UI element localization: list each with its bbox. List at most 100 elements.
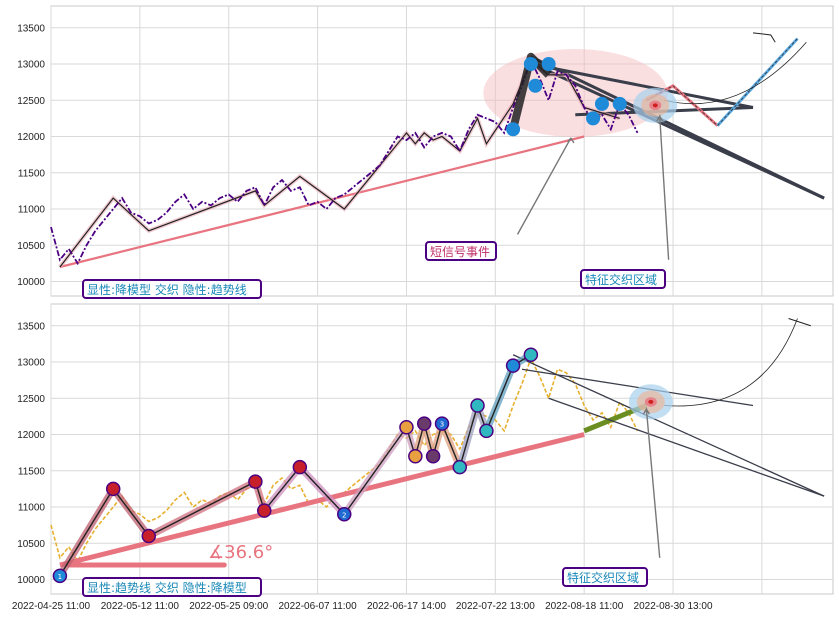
bottom-forecast-curve [664, 318, 798, 407]
xtick-7: 2022-08-30 13:00 [634, 601, 713, 612]
top-event-point-2 [528, 78, 543, 93]
pivot-marker-8 [408, 449, 423, 464]
pivot-dot-1 [105, 481, 121, 497]
bottom-panel: 10000 10500 11000 11500 12000 12500 13000 13500… [12, 303, 834, 612]
pivot-dot-12 [452, 459, 468, 475]
top-thick-segment [509, 52, 552, 131]
top-ytick-3: 11500 [18, 168, 46, 179]
xtick-1: 2022-05-12 11:00 [101, 601, 180, 612]
top-ytick-2: 11000 [18, 205, 46, 216]
pivot-marker-6: 2 [337, 507, 352, 522]
bottom-trendline [59, 432, 585, 568]
top-legend-text: 显性:降模型 交织 隐性:趋势线 [87, 282, 247, 297]
bottom-zone-arrow [642, 406, 661, 558]
pivot-dot-14 [479, 423, 494, 439]
pivot-marker-4 [257, 503, 272, 518]
pivot-dot-3 [248, 474, 263, 489]
top-ytick-4: 12000 [17, 132, 45, 143]
event-label-text: 短信号事件 [430, 245, 490, 259]
bottom-legend-box: 显性:趋势线 交织 隐性:降模型 [82, 577, 262, 597]
pivot-marker-0: 1 [52, 568, 68, 584]
bottom-ytick-6: 13000 [17, 358, 45, 369]
top-zone-label-text: 特征交织区域 [585, 272, 657, 287]
xtick-3: 2022-06-07 11:00 [278, 601, 357, 612]
pivot-marker-11: 3 [434, 416, 450, 431]
pivot-dot-15 [505, 358, 521, 373]
pivot-marker-7 [399, 420, 414, 435]
pivot-marker-12 [452, 459, 468, 475]
bottom-converging-line-0 [512, 354, 825, 497]
pivot-marker-10 [425, 449, 441, 464]
pivot-marker-5 [292, 459, 308, 475]
pivot-dot-7 [399, 420, 414, 435]
top-zone-arrow [656, 113, 670, 260]
bottom-ytick-2: 11000 [18, 503, 46, 514]
bottom-y-ticks: 10000 10500 11000 11500 12000 12500 13000 13500 [17, 321, 45, 586]
top-ytick-0: 10000 [17, 277, 45, 288]
pivot-dot-4 [257, 503, 272, 518]
event-arrow [516, 137, 575, 235]
top-ytick-5: 12500 [17, 96, 45, 107]
xtick-6: 2022-08-18 11:00 [545, 601, 624, 612]
pivot-number-0: 1 [58, 573, 62, 581]
pivot-dot-2 [141, 528, 156, 544]
pivot-dot-13 [470, 398, 485, 413]
angle-label: ∡36.6° [208, 542, 273, 563]
xtick-0: 2022-04-25 11:00 [12, 601, 91, 612]
top-legend-box: 显性:降模型 交织 隐性:趋势线 [82, 279, 262, 299]
pivot-dot-10 [425, 449, 441, 464]
bottom-ytick-0: 10000 [17, 575, 45, 586]
pivot-dot-9 [416, 416, 432, 431]
top-y-ticks: 10000 10500 11000 11500 12000 12500 13000 13500 [17, 23, 45, 288]
pivot-marker-3 [248, 474, 263, 489]
bottom-zone-label-text: 特征交织区域 [567, 570, 639, 585]
pivot-dot-16 [523, 347, 539, 362]
top-ytick-6: 13000 [17, 60, 45, 71]
top-trendline [59, 135, 585, 269]
top-forecast-curve [664, 41, 807, 105]
top-ytick-1: 10500 [17, 241, 45, 252]
pivot-dot-5 [292, 459, 308, 475]
bottom-ytick-3: 11500 [18, 466, 46, 477]
bottom-ytick-4: 12000 [17, 430, 45, 441]
pivot-marker-16 [523, 347, 539, 362]
event-label-box: 短信号事件 [425, 241, 497, 261]
pivot-marker-9 [416, 416, 432, 431]
top-zone-label-box: 特征交织区域 [580, 269, 666, 289]
bottom-series: 1 2 3 [50, 318, 825, 584]
pivot-marker-15 [505, 358, 521, 373]
bottom-ytick-1: 10500 [17, 539, 45, 550]
bottom-legend-text: 显性:趋势线 交织 隐性:降模型 [87, 580, 247, 595]
bottom-zone-label-box: 特征交织区域 [562, 567, 648, 587]
bottom-plot-area [50, 303, 834, 595]
top-converging-line-1 [530, 62, 754, 109]
pivot-dot-0 [52, 568, 68, 584]
bottom-interlace-ring-3 [648, 399, 654, 404]
pivot-dot-8 [408, 449, 423, 464]
bottom-ytick-5: 12500 [17, 394, 45, 405]
xtick-4: 2022-06-17 14:00 [367, 601, 446, 612]
pivot-marker-1 [105, 481, 121, 497]
pivot-dot-11 [434, 416, 450, 431]
top-event-point-6 [612, 96, 627, 111]
top-event-point-0 [506, 122, 521, 137]
pivot-marker-14 [479, 423, 494, 439]
xtick-2: 2022-05-25 09:00 [189, 601, 268, 612]
bottom-converging-line-1 [521, 368, 754, 407]
top-converging-line-2 [548, 69, 825, 200]
top-event-point-5 [594, 96, 609, 111]
pivot-marker-2 [141, 528, 156, 544]
bottom-converging-line-2 [548, 397, 825, 497]
annotation-labels: 显性:降模型 交织 隐性:趋势线 短信号事件 特征交织区域 显性:趋势线 交织 … [82, 241, 666, 597]
top-ytick-7: 13500 [17, 23, 45, 34]
x-ticks: 2022-04-25 11:00 2022-05-12 11:00 2022-05-… [12, 601, 713, 612]
top-event-point-4 [586, 111, 601, 126]
xtick-5: 2022-07-22 13:00 [456, 601, 535, 612]
pivot-number-2: 3 [440, 421, 444, 429]
pivot-number-1: 2 [342, 511, 346, 519]
top-series [50, 32, 825, 269]
top-event-point-3 [541, 57, 556, 71]
pivot-marker-13 [470, 398, 485, 413]
top-event-point-1 [523, 57, 538, 71]
